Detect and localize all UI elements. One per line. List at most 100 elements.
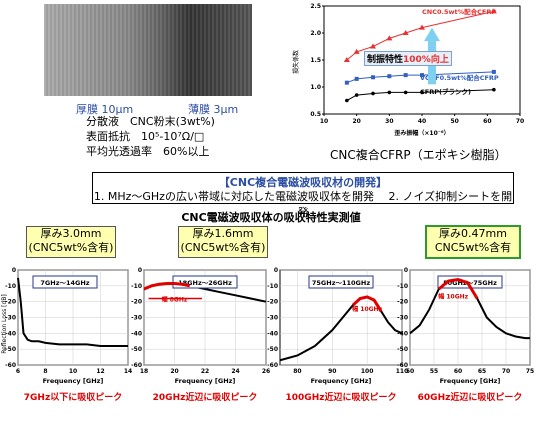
absorption-xtick-label: 50 [406,368,414,375]
absorption-ytick-label: -50 [5,346,16,353]
absorption-xlabel: Frequency [GHz] [175,377,236,385]
bandwidth-label: 幅 10GHz [438,292,468,300]
band-label-box [308,275,374,289]
cfrp-ytick-label: 1.5 [310,57,321,64]
cfrp-xtick-label: 10 [320,118,328,125]
absorption-ytick-label: 0 [138,267,142,274]
absorption-xtick-label: 10 [69,368,77,375]
absorption-xtick-label: 12 [96,368,104,375]
absorption-peak-highlight [352,295,383,312]
absorption-ytick-label: -30 [5,315,16,322]
absorption-ytick-label: -10 [131,283,142,290]
photo-label-thick: 厚膜 10μm [76,103,134,116]
absorption-charts: Reflection Loss [dB] 0 -10 -20 -30 -40 -50 -60… [1,267,534,403]
absorption-ytick-label: -50 [267,346,278,353]
absorption-ytick-label: -60 [5,362,16,369]
absorption-ytick-label: -30 [397,315,408,322]
absorption-ytick-label: -40 [131,330,142,337]
cfrp-point [354,76,359,81]
sample-box-0-47mm: 厚み0.47mm CNC5wt%含有 [425,225,521,259]
absorption-ytick-label: -40 [267,330,278,337]
absorption-ylabel: Reflection Loss [dB] [1,294,8,353]
absorption-xtick-label: 70 [502,368,510,375]
cfrp-point [490,8,497,14]
banner-body: 1. MHz～GHzの広い帯域に対応した電磁波吸収体を開発 2. ノイズ抑制シー… [93,190,513,219]
cfrp-point [492,87,496,92]
cfrp-series-label: CNC0.5wt%配合CFRP [422,7,496,16]
band-label: 50GHz～75GHz [443,279,497,287]
cfrp-series-label: CFRP(ブランク) [420,87,471,96]
cfrp-point [354,93,359,97]
absorption-xtick-label: 65 [478,368,486,375]
absorption-ytick-label: -60 [131,362,142,369]
absorption-ytick-label: -30 [267,315,278,322]
cfrp-point [371,75,375,80]
cfrp-point [345,98,349,103]
absorption-xtick-label: 60 [454,368,462,375]
cfrp-point [370,43,376,49]
cfrp-xtick-label: 40 [418,118,426,125]
cfrp-point [420,90,424,95]
cfrp-arrow-head [424,27,440,42]
absorption-ytick-label: 0 [12,267,16,274]
cfrp-point [343,57,350,62]
cfrp-point [402,30,409,35]
absorption-xtick-label: 75 [526,368,534,375]
absorption-ytick-label: -50 [131,346,142,353]
absorption-ytick-label: -20 [397,299,408,306]
absorption-ytick-label: -20 [131,299,142,306]
cfrp-point [403,73,408,78]
absorption-caption: 100GHz近辺に吸収ピーク [286,391,397,403]
cfrp-xtick-label: 60 [483,118,491,125]
absorption-xtick-label: 18 [140,368,148,375]
spec-transmittance: 平均光透過率 60%以上 [86,145,210,158]
cfrp-point [344,80,349,85]
cfrp-damping-chart: 0.5 1.0 1.5 2.0 2.5 10 20 30 40 50 60 70 CNC0.5wt%配合… [292,3,524,137]
section-title: CNC電磁波吸収体の吸収特性実測値 [181,211,361,224]
absorption-xlabel: Frequency [GHz] [440,377,501,385]
cfrp-subtitle: CNC複合CFRP（エポキシ樹脂） [330,148,507,162]
absorption-caption: 60GHz近辺に吸収ピーク [418,391,523,403]
bandwidth-label: 幅 8GHz [162,296,188,304]
cfrp-ytick-label: 2.5 [310,3,321,10]
cfrp-ylabel: 損失係数 [292,50,300,74]
spec-dispersion: 分散液 CNC粉末(3wt%) [86,115,215,128]
cfrp-series-label: VGCF0.5wt%配合CFRP [420,73,499,82]
cfrp-callout: 制振特性100%向上 [364,51,452,66]
absorption-ytick-label: -40 [397,330,408,337]
absorption-ytick-label: -60 [267,362,278,369]
sample-box-3mm: 厚み3.0mm (CNC5wt%含有) [26,226,116,258]
absorption-xtick-label: 80 [293,368,301,375]
cfrp-point [420,73,424,78]
cfrp-ytick-label: 0.5 [310,111,321,118]
absorption-ytick-label: -10 [5,283,16,290]
absorption-caption: 20GHz近辺に吸収ピーク [153,391,258,403]
absorption-xtick-label: 20 [170,368,178,375]
cfrp-ytick-label: 1.0 [310,84,321,91]
cfrp-xtick-label: 30 [385,118,393,125]
banner-title: 【CNC複合電磁波吸収材の開発】 [218,176,388,189]
absorption-xtick-label: 90 [328,368,336,375]
cfrp-point [386,35,393,41]
sample-box-1-6mm: 厚み1.6mm (CNC5wt%含有) [178,226,268,258]
absorption-ytick-label: -20 [5,299,16,306]
absorption-ytick-label: -20 [267,299,278,306]
absorption-xtick-label: 26 [262,368,270,375]
absorption-ytick-label: 0 [404,267,408,274]
cfrp-point [387,74,392,79]
cfrp-xlabel: 歪み振幅（×10⁻⁶） [394,129,449,137]
spec-resistance: 表面抵抗 10⁵-10⁷Ω/□ [86,130,205,143]
cfrp-ytick-label: 2.0 [310,30,321,37]
absorption-ytick-label: -10 [397,283,408,290]
absorption-ytick-label: 0 [274,267,278,274]
band-label-box [32,275,98,289]
absorption-xtick-label: 6 [16,368,20,375]
absorption-xtick-label: 100 [361,368,374,375]
absorption-peak-highlight [143,281,191,291]
absorption-xlabel: Frequency [GHz] [311,377,372,385]
absorption-curve [17,277,128,347]
band-label: 18GHz～26GHz [178,279,232,287]
absorption-xlabel: Frequency [GHz] [43,377,104,385]
absorption-xtick-label: 8 [43,368,47,375]
absorption-xtick-label: 55 [430,368,438,375]
